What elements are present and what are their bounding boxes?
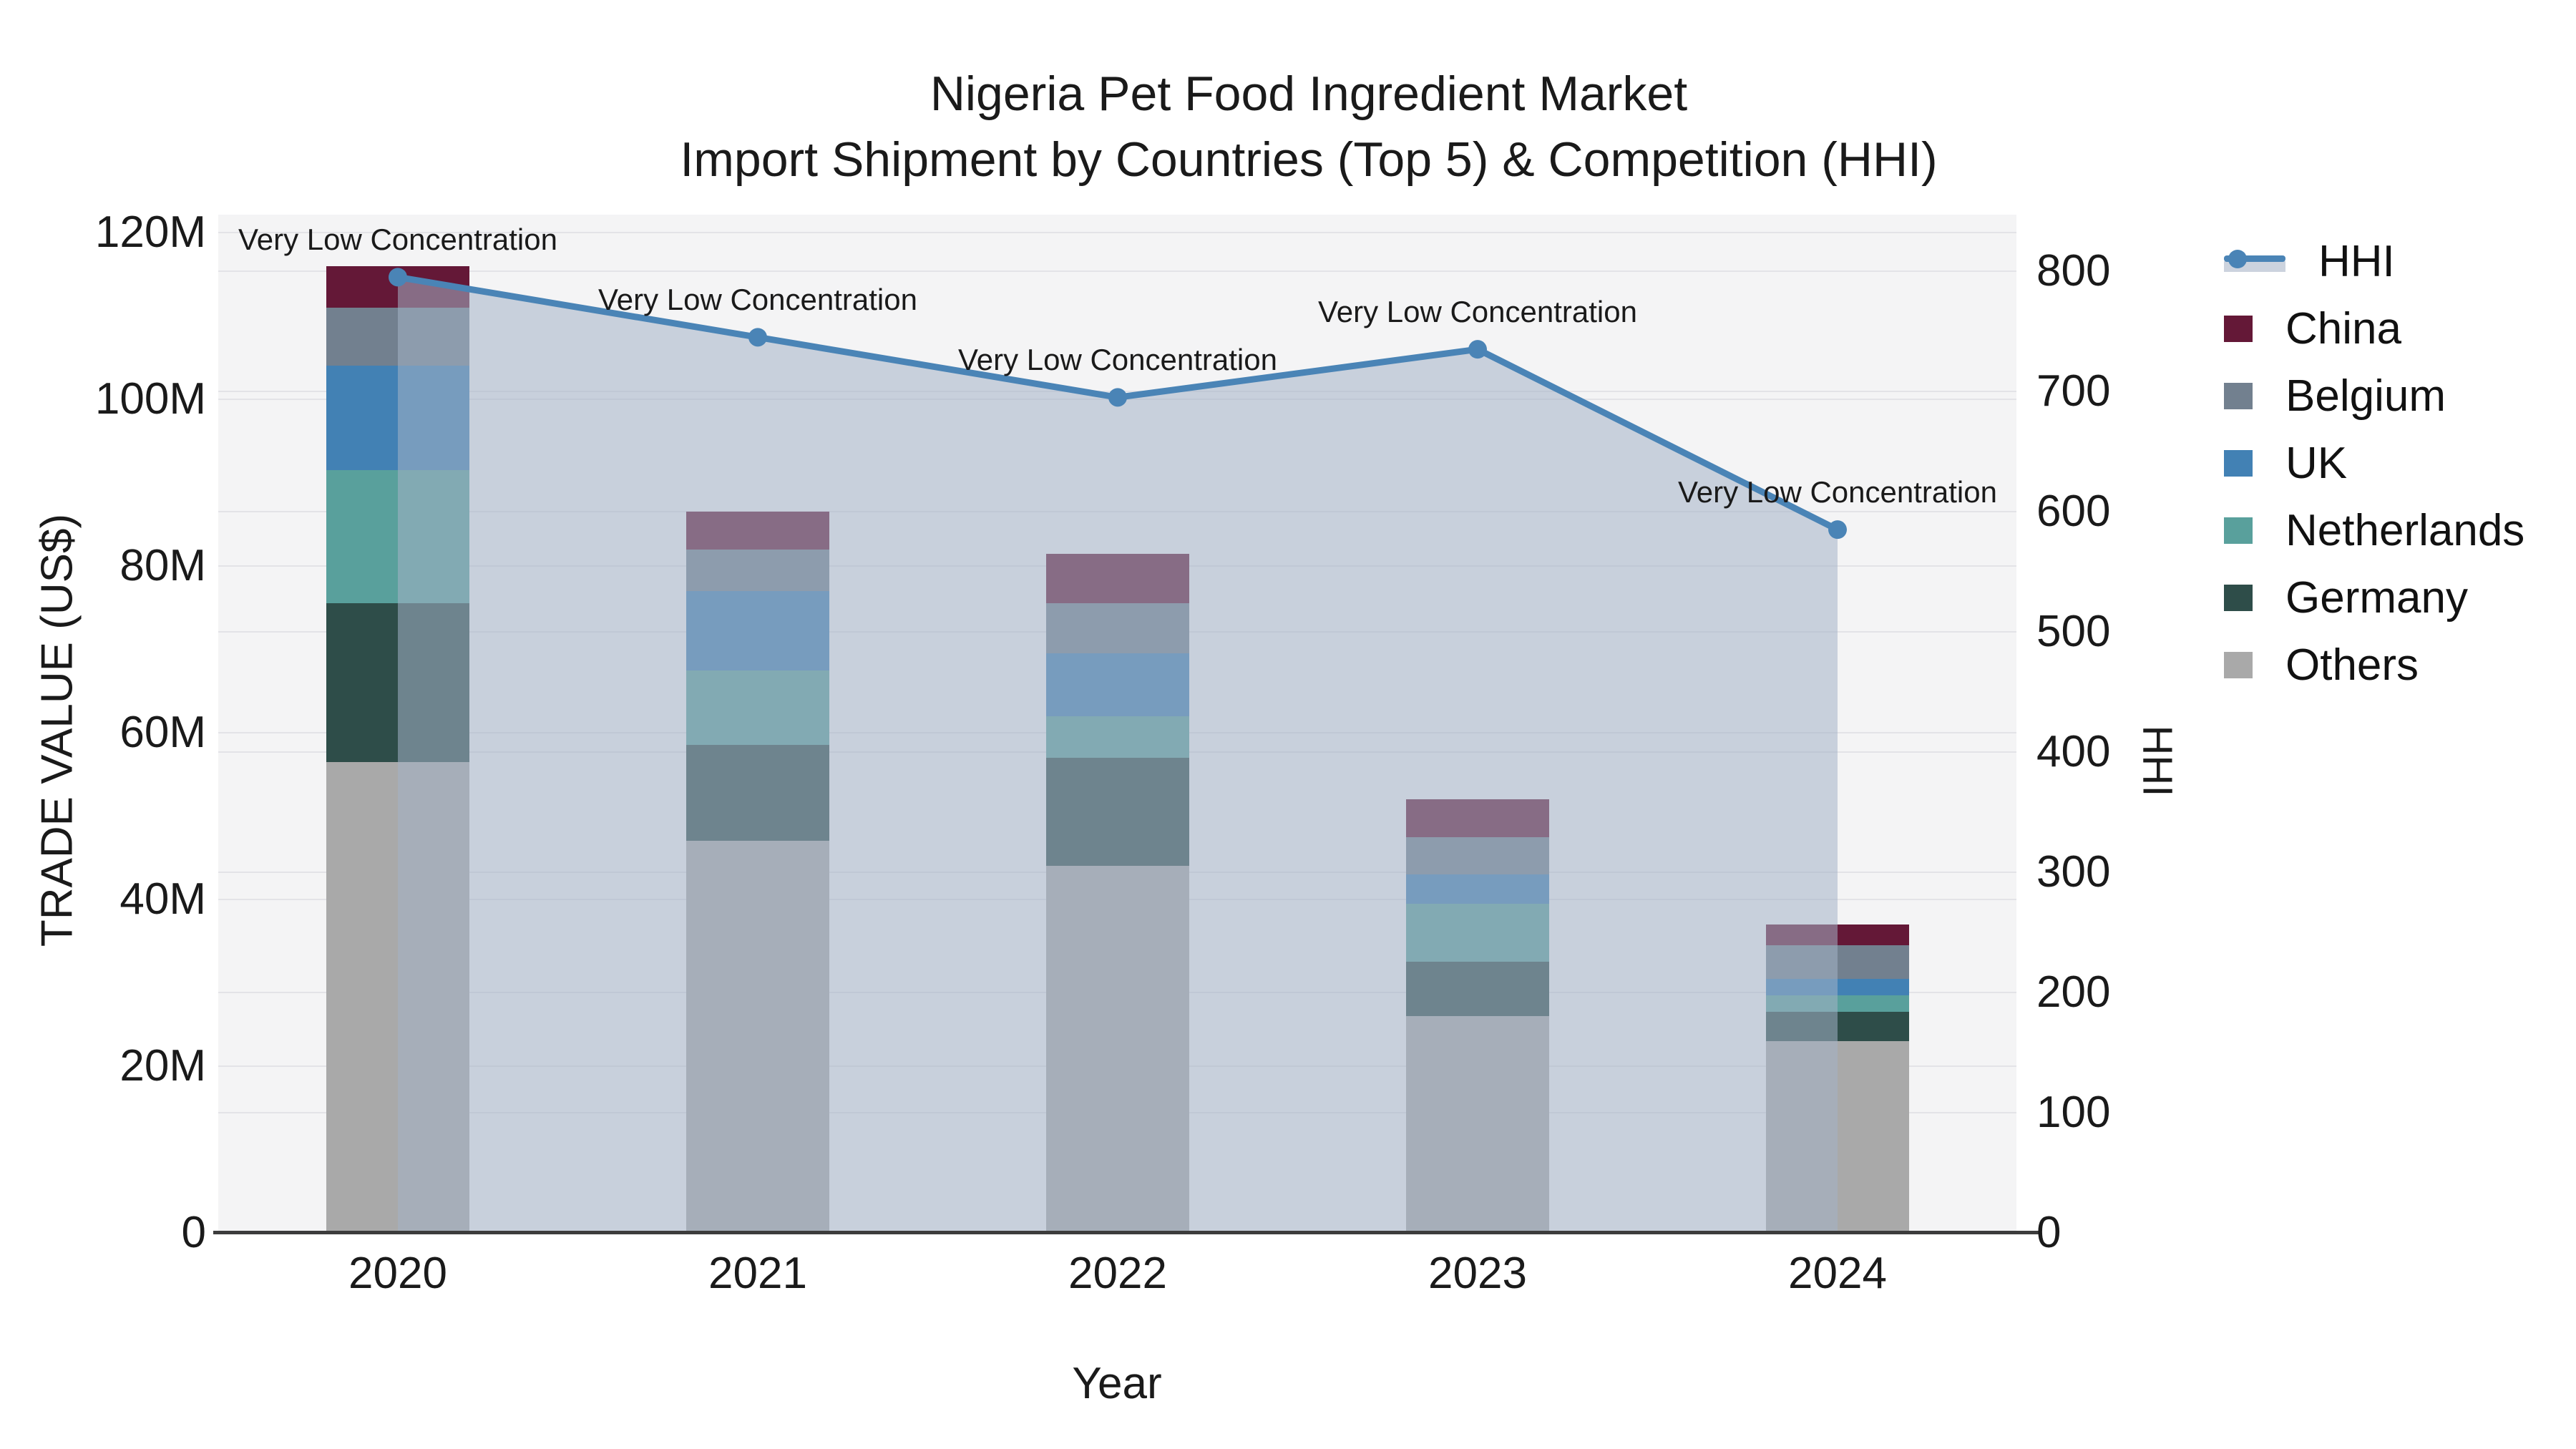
hhi-marker-2023 bbox=[1468, 340, 1487, 359]
y-right-tick-300: 300 bbox=[2036, 847, 2111, 897]
legend-label-china: China bbox=[2285, 303, 2401, 353]
legend-label-hhi: HHI bbox=[2318, 236, 2395, 286]
hhi-marker-2024 bbox=[1828, 520, 1847, 540]
chart-title: Nigeria Pet Food Ingredient Market bbox=[930, 67, 1688, 121]
y-axis-left-label: TRADE VALUE (US$) bbox=[32, 513, 82, 947]
legend-swatch-netherlands bbox=[2224, 517, 2253, 544]
hhi-marker-2020 bbox=[389, 268, 407, 287]
y-right-tick-500: 500 bbox=[2036, 606, 2111, 656]
annotation-2020: Very Low Concentration bbox=[238, 223, 557, 257]
hhi-line-overlay bbox=[389, 268, 1847, 1233]
legend-label-netherlands: Netherlands bbox=[2285, 505, 2525, 555]
y-right-tick-700: 700 bbox=[2036, 366, 2111, 416]
y-left-tick-0: 0 bbox=[181, 1208, 206, 1257]
y-left-tick-120M: 120M bbox=[94, 208, 206, 258]
chart-subtitle: Import Shipment by Countries (Top 5) & C… bbox=[680, 132, 1938, 187]
y-right-tick-200: 200 bbox=[2036, 967, 2111, 1017]
x-axis-spine bbox=[213, 1231, 2039, 1234]
legend-item-china: China bbox=[2224, 303, 2401, 353]
hhi-line-swatch bbox=[2224, 255, 2285, 262]
x-tick-2024: 2024 bbox=[1788, 1249, 1887, 1298]
x-tick-2020: 2020 bbox=[348, 1249, 447, 1298]
y-right-tick-400: 400 bbox=[2036, 726, 2111, 776]
y-right-tick-100: 100 bbox=[2036, 1087, 2111, 1137]
annotation-2023: Very Low Concentration bbox=[1318, 295, 1637, 329]
legend-item-germany: Germany bbox=[2224, 572, 2468, 623]
x-tick-2023: 2023 bbox=[1428, 1249, 1527, 1298]
annotation-2022: Very Low Concentration bbox=[958, 343, 1277, 377]
legend-item-uk: UK bbox=[2224, 438, 2347, 488]
legend-swatch-uk bbox=[2224, 449, 2253, 477]
legend-swatch-china bbox=[2224, 315, 2253, 342]
y-right-tick-600: 600 bbox=[2036, 486, 2111, 536]
x-axis-label: Year bbox=[1072, 1359, 1162, 1408]
gridline-right-800 bbox=[218, 270, 2016, 272]
y-left-tick-80M: 80M bbox=[119, 541, 206, 591]
hhi-marker-2022 bbox=[1108, 388, 1127, 407]
legend-item-others: Others bbox=[2224, 640, 2419, 690]
legend-swatch-belgium bbox=[2224, 382, 2253, 409]
hhi-line-legend-glyph bbox=[2224, 247, 2285, 275]
hhi-marker-2021 bbox=[748, 328, 767, 347]
y-left-tick-100M: 100M bbox=[94, 374, 206, 424]
y-axis-right-label: HHI bbox=[2134, 725, 2181, 797]
x-tick-2021: 2021 bbox=[708, 1249, 807, 1298]
annotation-2024: Very Low Concentration bbox=[1678, 475, 1997, 509]
legend-label-belgium: Belgium bbox=[2285, 371, 2446, 421]
legend-swatch-others bbox=[2224, 651, 2253, 678]
annotation-2021: Very Low Concentration bbox=[598, 283, 917, 317]
hhi-marker-swatch bbox=[2228, 250, 2247, 268]
legend-item-hhi: HHI bbox=[2224, 236, 2395, 286]
gridline-left-120M bbox=[218, 232, 2016, 234]
y-left-tick-20M: 20M bbox=[119, 1041, 206, 1091]
y-right-tick-800: 800 bbox=[2036, 245, 2111, 296]
hhi-area-fill bbox=[398, 277, 1838, 1233]
y-left-tick-60M: 60M bbox=[119, 708, 206, 758]
legend-item-belgium: Belgium bbox=[2224, 371, 2446, 421]
plot-area: Very Low Concentration Very Low Concentra… bbox=[218, 215, 2016, 1233]
legend-label-uk: UK bbox=[2285, 438, 2348, 488]
legend-label-others: Others bbox=[2285, 640, 2419, 690]
y-left-tick-40M: 40M bbox=[119, 874, 206, 924]
x-tick-2022: 2022 bbox=[1068, 1249, 1167, 1298]
legend-item-netherlands: Netherlands bbox=[2224, 505, 2524, 555]
legend-label-germany: Germany bbox=[2285, 572, 2468, 623]
legend-swatch-germany bbox=[2224, 584, 2253, 611]
y-right-tick-0: 0 bbox=[2036, 1208, 2062, 1257]
